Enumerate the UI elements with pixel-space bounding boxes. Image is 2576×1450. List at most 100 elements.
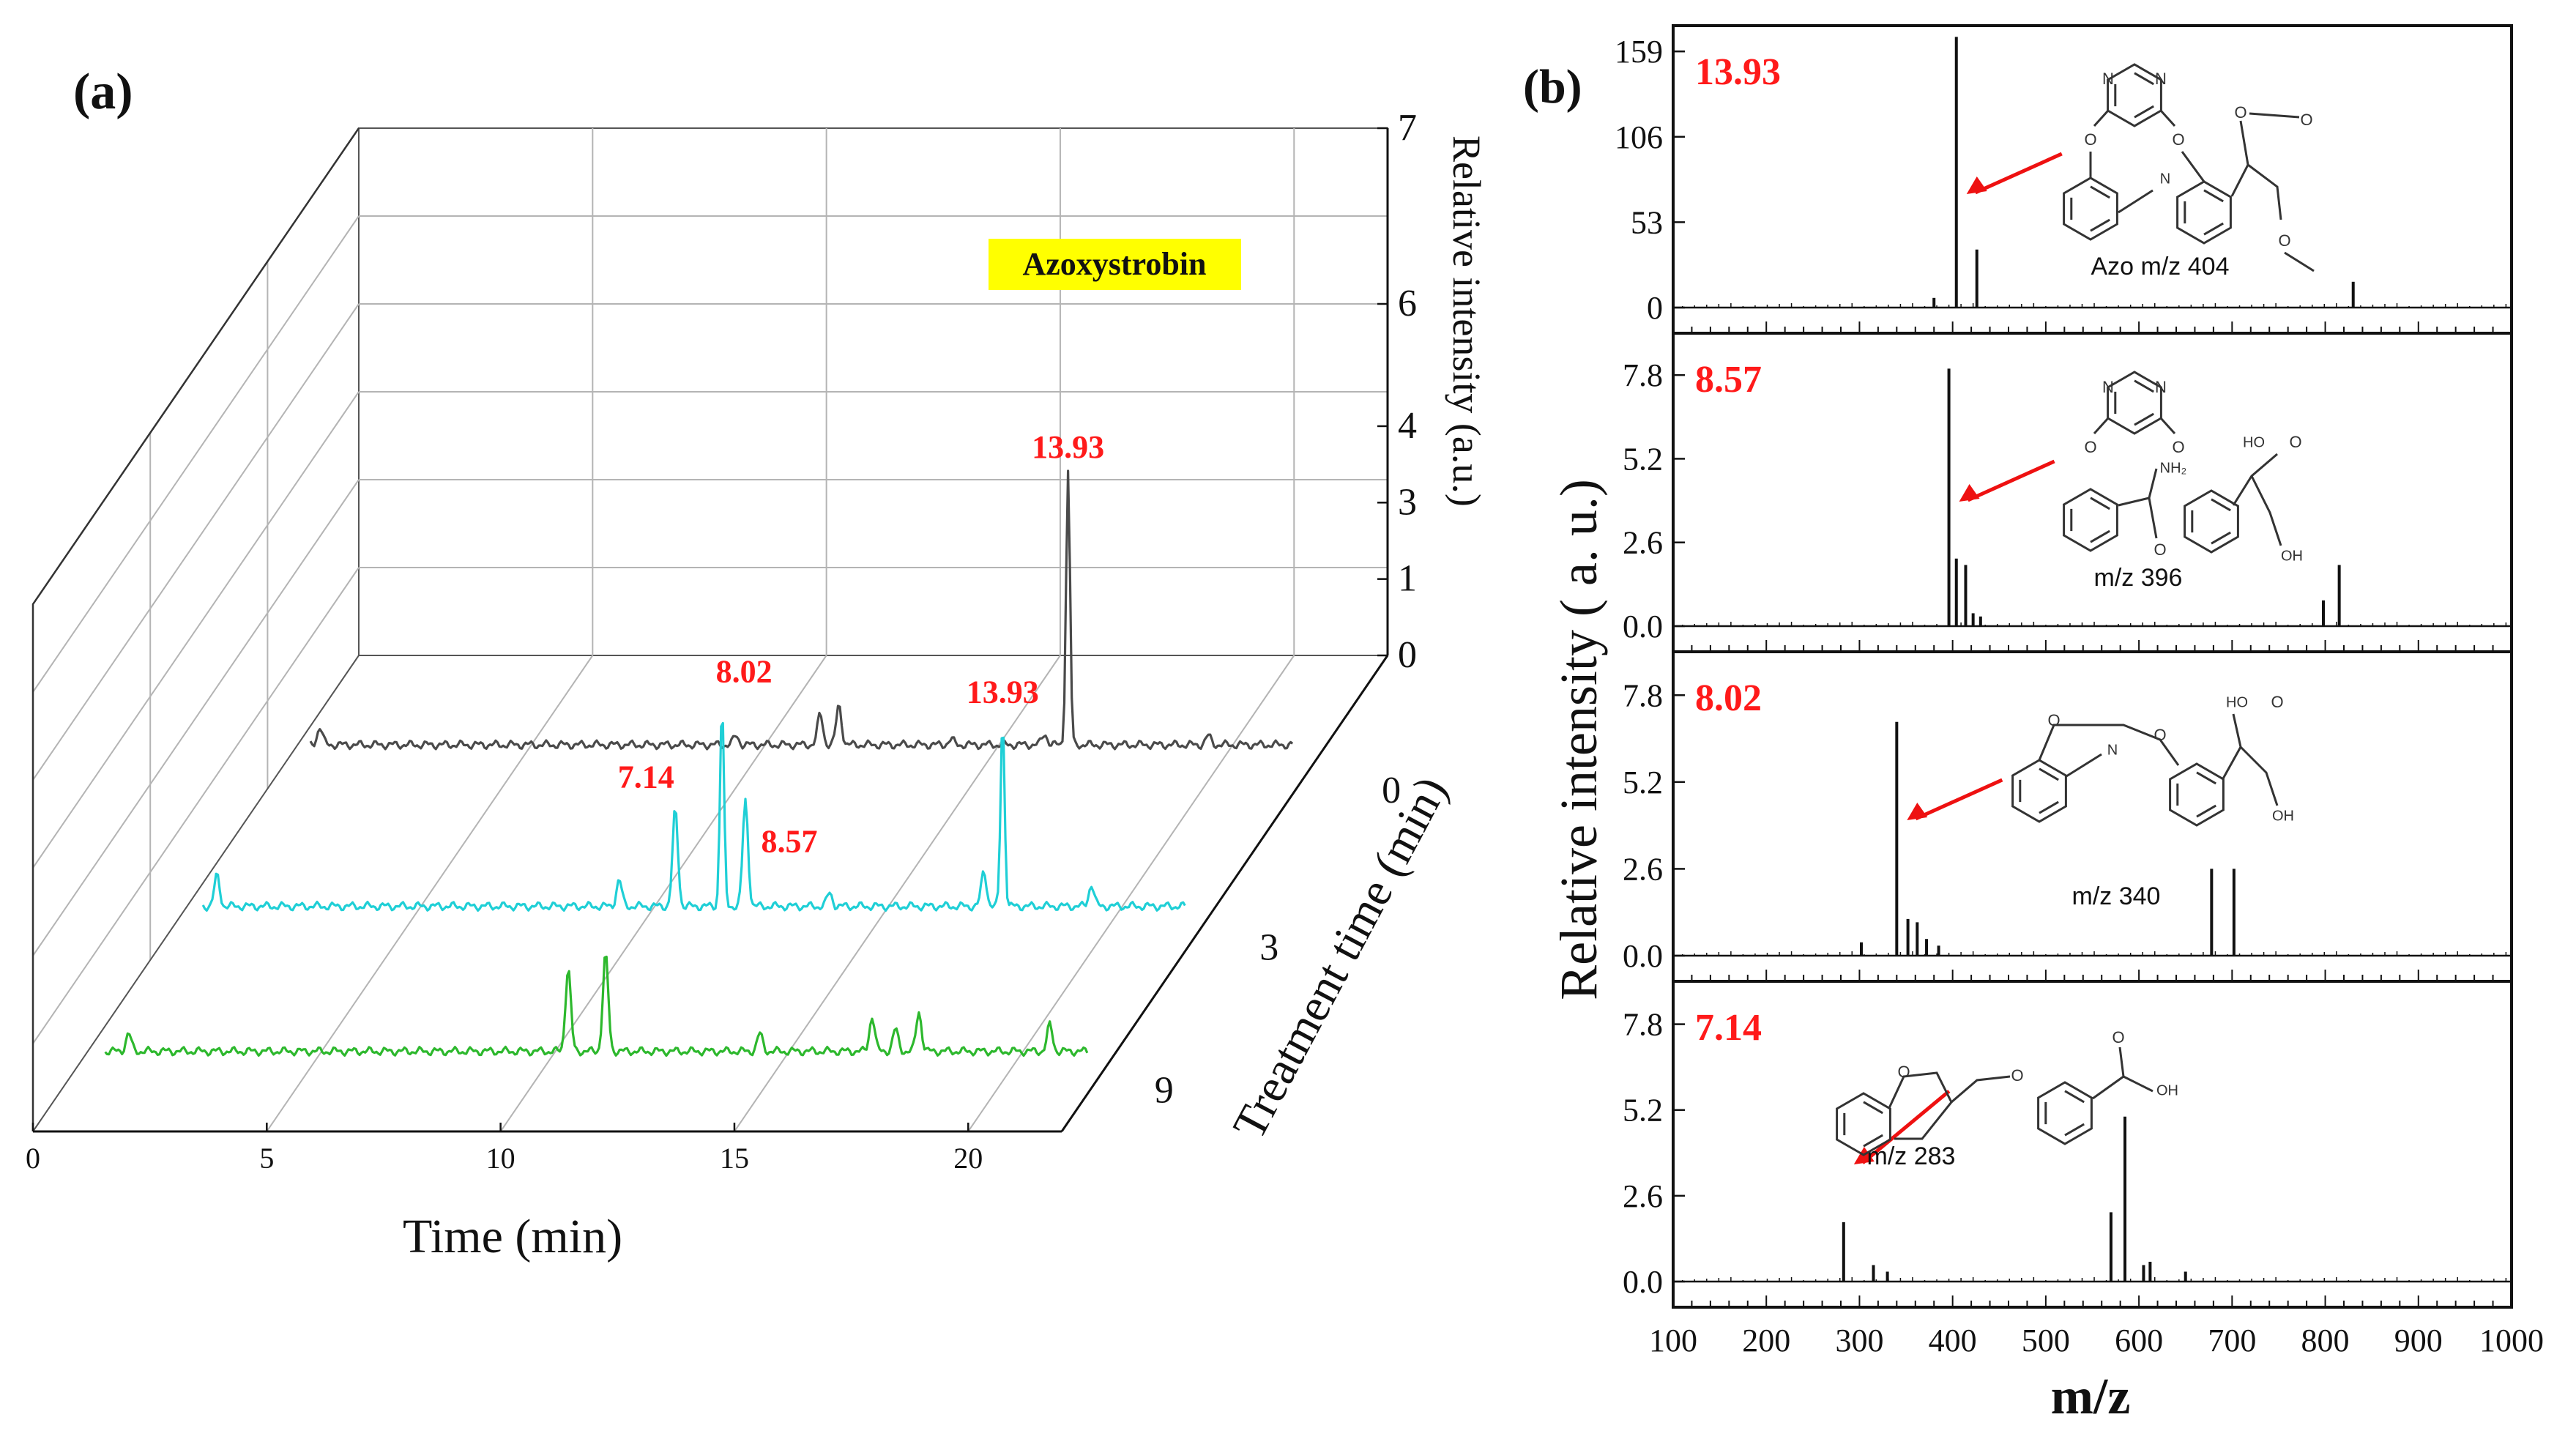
bond-line — [2114, 379, 2154, 426]
atom-label: N — [2102, 378, 2114, 396]
treatment-time-label: 3 — [1259, 927, 1278, 969]
arrow-head — [1959, 484, 1980, 502]
y-tick-label: 5.2 — [1623, 765, 1663, 800]
bond-line — [2066, 753, 2102, 778]
series-line-9 — [104, 955, 1089, 1057]
bond-line — [2184, 189, 2224, 236]
x-axis-title: Time (min) — [403, 1210, 622, 1263]
floor-gridline — [266, 655, 594, 1132]
bond-line — [2249, 112, 2315, 272]
atom-label: O — [2271, 693, 2283, 711]
y-tick-label: 0 — [1398, 634, 1417, 676]
spectrum-panel-7.14: 0.0 2.6 5.2 7.8 7.14 m/z 283 O O O OH — [1623, 980, 2513, 1309]
atom-label: O — [2084, 130, 2096, 149]
atom-label: N — [2160, 171, 2170, 187]
y-tick-label: 7.8 — [1623, 357, 1663, 393]
chemical-structure: N N O O N O O O — [2063, 63, 2315, 272]
peak-label: 8.02 — [716, 654, 773, 690]
bond-line — [1836, 1092, 1891, 1156]
y-tick-label: 5.2 — [1623, 441, 1663, 477]
y-tick-label: 5.2 — [1623, 1093, 1663, 1129]
panel-label-a: (a) — [73, 64, 133, 120]
y-tick-label: 7.8 — [1623, 1007, 1663, 1043]
atom-label: HO — [2243, 434, 2265, 450]
compound-caption: m/z 283 — [1867, 1142, 1956, 1170]
arrow-line — [1861, 1090, 1951, 1164]
x-tick-label: 0 — [26, 1142, 40, 1175]
x-tick-label: 1000 — [2479, 1323, 2544, 1358]
compound-caption: m/z 396 — [2094, 564, 2183, 592]
y-tick-label: 2.6 — [1623, 1178, 1663, 1214]
x-tick-label: 800 — [2301, 1323, 2350, 1358]
y-tick-label: 0.0 — [1623, 938, 1663, 974]
x-tick-label: 10 — [486, 1142, 515, 1175]
y-tick-label: 106 — [1615, 119, 1663, 155]
y-axis-title: Relative intensity (a.u.) — [1445, 135, 1489, 507]
y-tick-label: 7 — [1398, 107, 1417, 149]
compound-caption: m/z 340 — [2072, 882, 2161, 910]
arrow-head — [1966, 176, 1987, 194]
x-tick-label: 400 — [1929, 1323, 1977, 1358]
x-tick-label: 300 — [1835, 1323, 1883, 1358]
chemical-structure: O O N HO O OH — [2011, 693, 2294, 827]
x-tick-label: 100 — [1649, 1323, 1697, 1358]
atom-label: N — [2155, 70, 2167, 88]
y-tick-label: 159 — [1615, 34, 1663, 70]
x-tick-label: 200 — [1742, 1323, 1790, 1358]
spectrum-frame — [1672, 980, 2513, 1309]
highlight-box — [989, 239, 1241, 290]
arrow-head — [1907, 803, 1928, 820]
bond-line — [2176, 180, 2232, 245]
arrow-line — [1967, 459, 2055, 502]
bond-line — [2191, 498, 2231, 545]
atom-label: O — [2112, 1028, 2124, 1046]
z-axis-title: Treatment time (min) — [1223, 768, 1457, 1148]
peak-label: 13.93 — [967, 674, 1039, 710]
bond-line — [2019, 767, 2059, 814]
bond-line — [2184, 489, 2239, 554]
series-line-0 — [309, 469, 1294, 751]
compound-caption: Azo m/z 404 — [2091, 253, 2230, 280]
series-line-3 — [201, 721, 1186, 912]
peak-label: 8.57 — [762, 824, 818, 860]
retention-label: 7.14 — [1695, 1007, 1762, 1049]
chemical-structure: N N O O NH₂ O HO O OH — [2063, 371, 2303, 564]
side-gridline — [32, 567, 360, 1044]
bond-line — [2093, 417, 2176, 435]
y-tick-label: 0.0 — [1623, 1264, 1663, 1300]
spectrum-panel-8.02: 0.0 2.6 5.2 7.8 8.02 m/z 340 O O N HO O OH — [1623, 650, 2513, 983]
atom-label: O — [2011, 1066, 2023, 1085]
chemical-structure: O O O OH — [1836, 1028, 2178, 1156]
peak-label: 7.14 — [618, 759, 674, 795]
x-tick-label: 700 — [2208, 1323, 2256, 1358]
atom-label: O — [2172, 438, 2184, 456]
arrow-line — [1974, 152, 2063, 195]
panel-label-b: (b) — [1523, 60, 1582, 114]
atom-label: O — [2300, 111, 2312, 129]
bond-line — [2107, 63, 2162, 127]
retention-label: 8.57 — [1695, 359, 1762, 401]
spectrum-panel-13.93: 0 53 106 159 13.93 Azo m/z 404 N N O O N O O O — [1615, 24, 2513, 335]
x-tick-label: 20 — [953, 1142, 983, 1175]
atom-label: N — [2155, 378, 2167, 396]
atom-label: O — [2289, 433, 2301, 451]
x-axis-title: m/z — [2051, 1369, 2131, 1425]
side-gridline — [32, 479, 360, 956]
bond-line — [1888, 1071, 1953, 1140]
bond-line — [2118, 468, 2158, 539]
atom-label: O — [1897, 1063, 1910, 1081]
x-tick-label: 500 — [2022, 1323, 2070, 1358]
y-tick-label: 53 — [1631, 204, 1663, 240]
floor-left-edge — [32, 655, 360, 1132]
floor-gridline — [499, 655, 827, 1132]
floor-gridline — [967, 655, 1295, 1132]
atom-label: N — [2102, 70, 2114, 88]
y-tick-label: 0.0 — [1623, 609, 1663, 644]
retention-label: 13.93 — [1695, 51, 1781, 93]
y-tick-label: 2.6 — [1623, 851, 1663, 887]
highlight-label: Azoxystrobin — [1023, 246, 1207, 282]
spectrum-frame — [1672, 332, 2513, 653]
y-tick-label: 7.8 — [1623, 677, 1663, 713]
bond-line — [2114, 72, 2154, 119]
bond-line — [1843, 1101, 1883, 1148]
